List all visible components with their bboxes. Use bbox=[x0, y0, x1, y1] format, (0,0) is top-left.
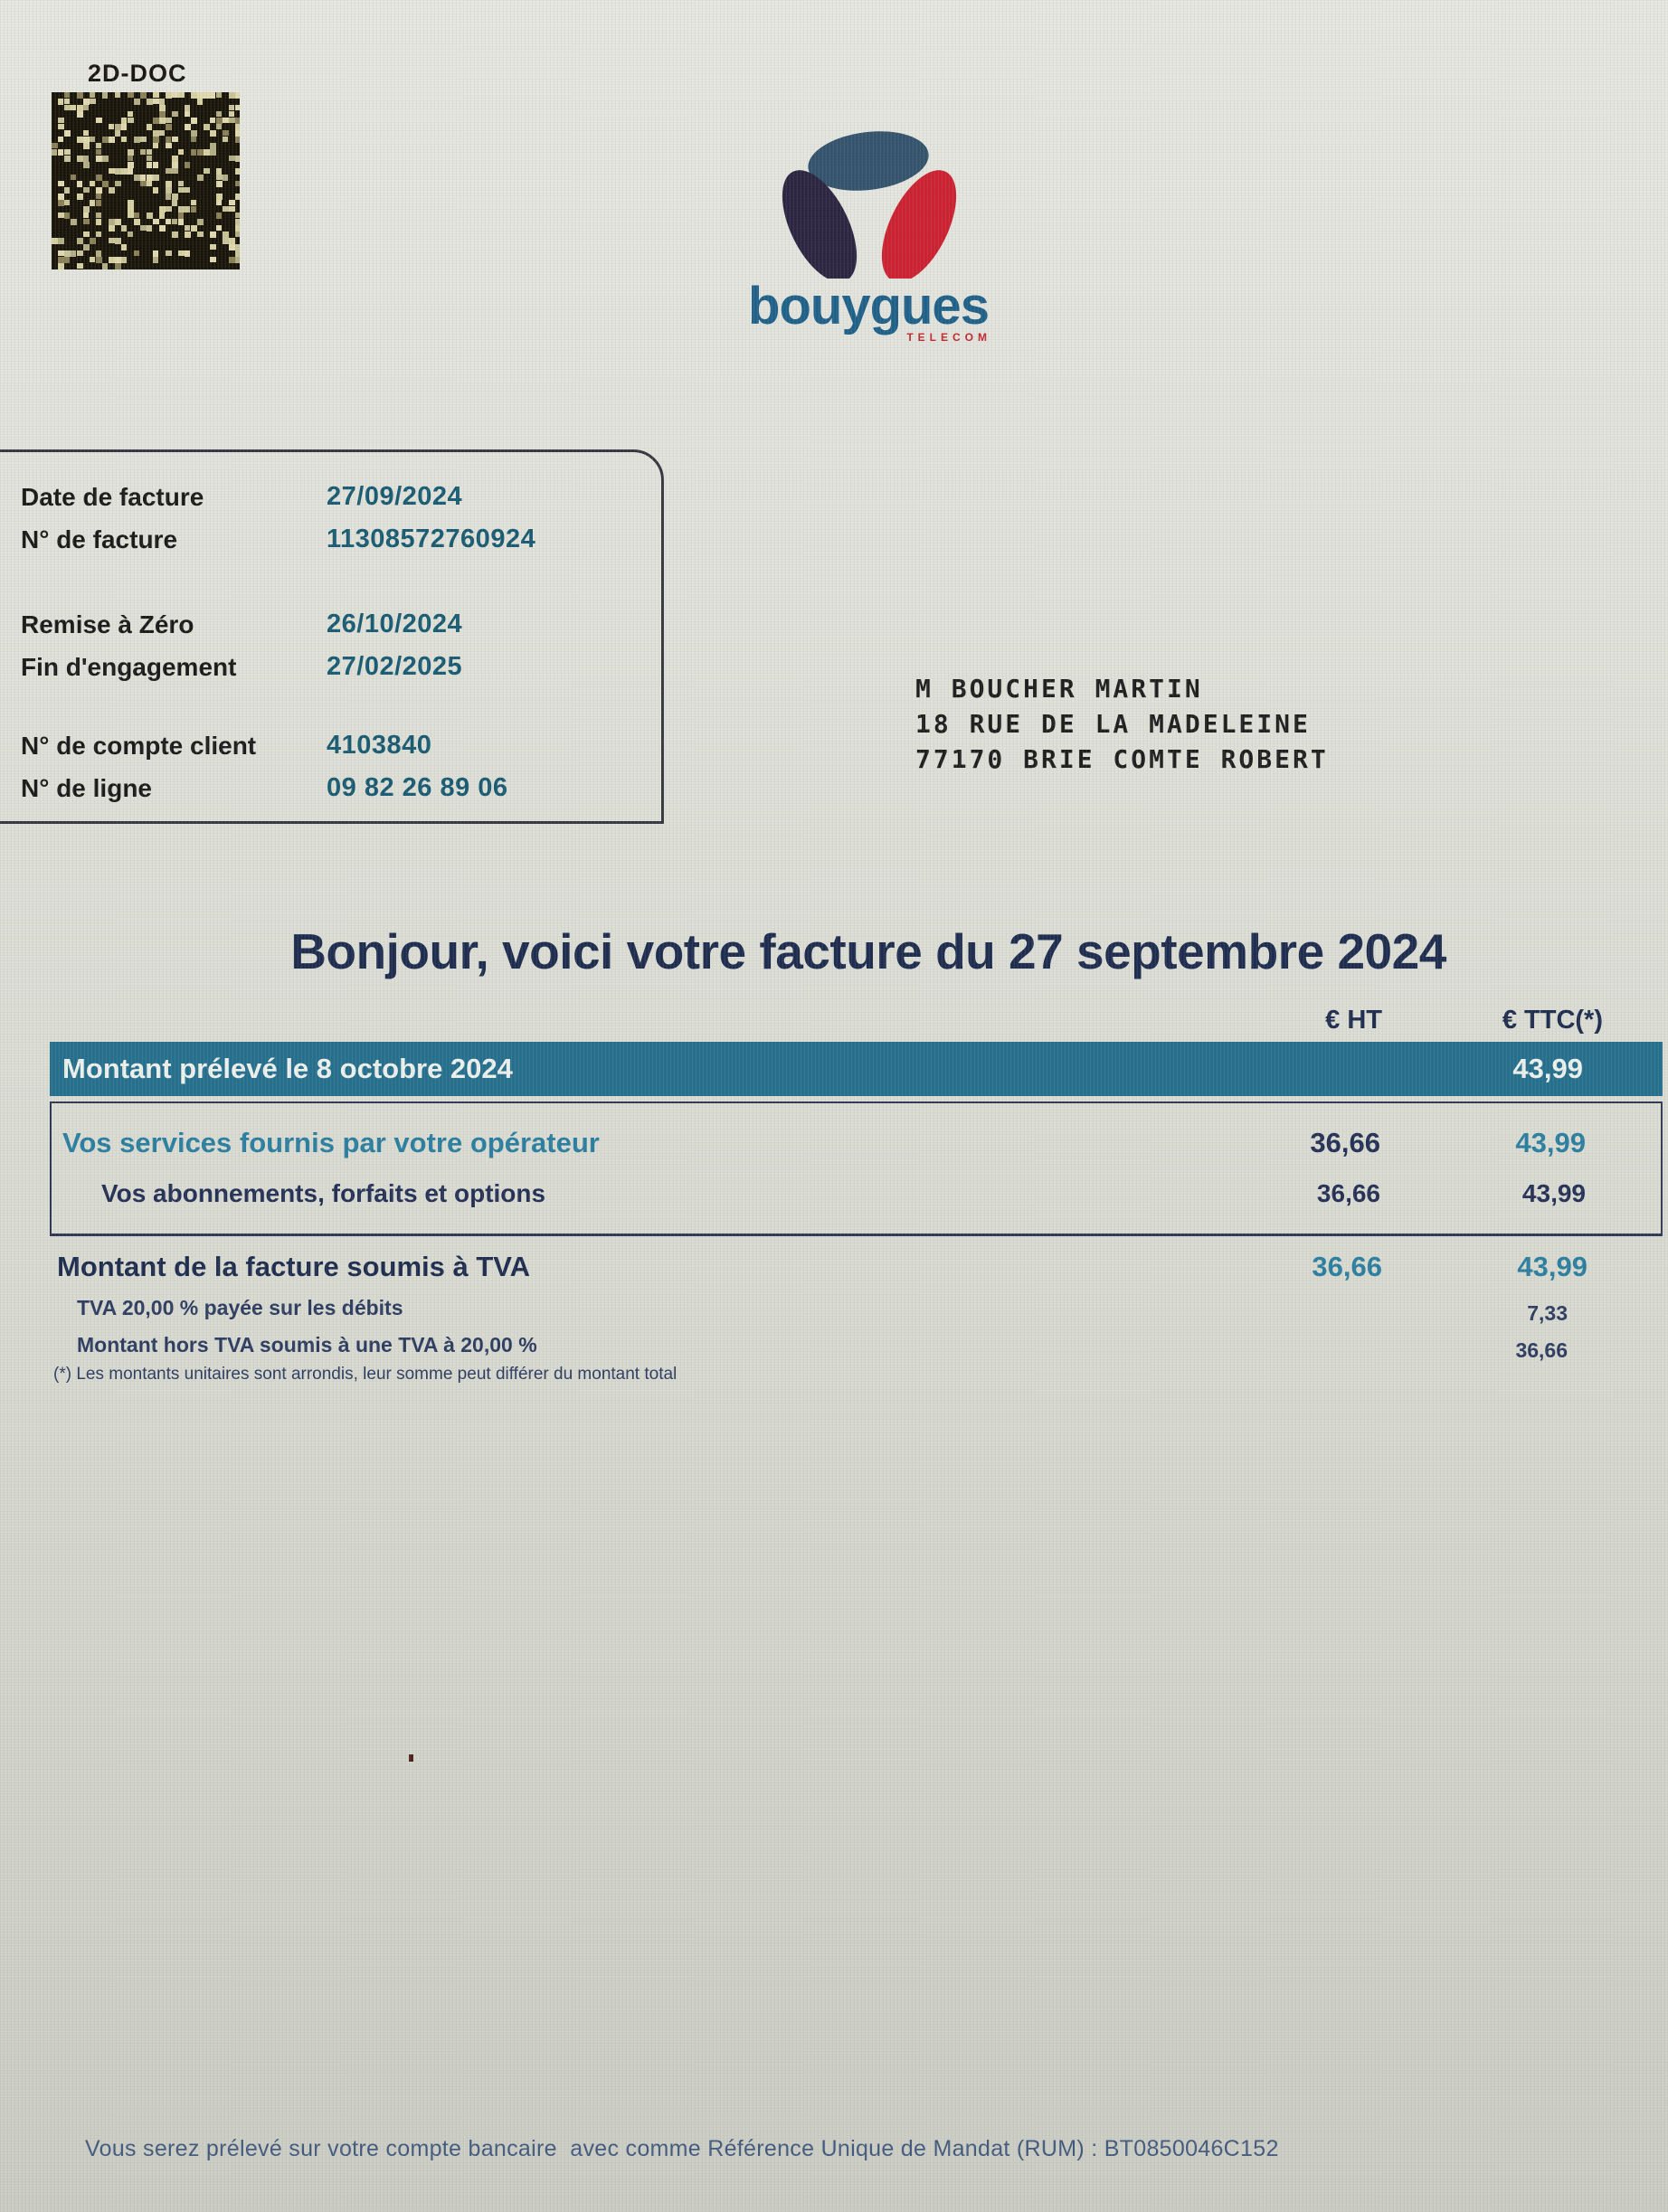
column-header-ht: € HT bbox=[1325, 1005, 1382, 1035]
table-row-subscriptions: Vos abonnements, forfaits et options 36,… bbox=[52, 1179, 1661, 1208]
row-ttc-value: 43,99 bbox=[1521, 1179, 1586, 1207]
detail-value: 27/02/2025 bbox=[327, 652, 463, 681]
invoice-detail-row: N° de ligne 09 82 26 89 06 bbox=[0, 767, 661, 809]
row-ttc-value: 43,99 bbox=[1517, 1251, 1587, 1282]
logo-subbrand: TELECOM bbox=[906, 331, 991, 344]
invoice-detail-row: Date de facture 27/09/2024 bbox=[0, 476, 661, 518]
page-title: Bonjour, voici votre facture du 27 septe… bbox=[290, 923, 1446, 979]
detail-label: Fin d'engagement bbox=[21, 652, 237, 681]
detail-label: Date de facture bbox=[21, 482, 204, 511]
table-header-row: € HT € TTC(*) bbox=[50, 1000, 1663, 1040]
invoice-detail-row: N° de facture 11308572760924 bbox=[0, 518, 661, 561]
banner-label: Montant prélevé le 8 octobre 2024 bbox=[62, 1053, 513, 1084]
invoice-detail-row: Remise à Zéro 26/10/2024 bbox=[0, 603, 661, 646]
table-footnote: (*) Les montants unitaires sont arrondis… bbox=[53, 1365, 678, 1384]
detail-value: 11308572760924 bbox=[327, 525, 536, 553]
detail-value: 4103840 bbox=[327, 731, 432, 760]
row-label: Vos services fournis par votre opérateur bbox=[62, 1127, 600, 1158]
detail-value: 27/09/2024 bbox=[327, 482, 463, 511]
invoice-detail-row: Fin d'engagement 27/02/2025 bbox=[0, 646, 661, 688]
logo-ellipses-icon bbox=[782, 131, 957, 282]
amount-debited-banner: Montant prélevé le 8 octobre 2024 43,99 bbox=[50, 1042, 1663, 1096]
bouygues-telecom-logo: bouygues TELECOM bbox=[740, 125, 997, 344]
detail-value: 09 82 26 89 06 bbox=[327, 773, 508, 802]
detail-label: N° de compte client bbox=[21, 731, 257, 760]
table-row-tva-paid: TVA 20,00 % payée sur les débits 7,33 bbox=[50, 1296, 1663, 1325]
invoice-detail-row: N° de compte client 4103840 bbox=[0, 724, 661, 767]
recipient-line: 18 RUE DE LA MADELEINE bbox=[915, 709, 1311, 739]
row-label: Vos abonnements, forfaits et options bbox=[101, 1179, 546, 1207]
mandate-footer-text: Vous serez prélevé sur votre compte banc… bbox=[85, 2136, 1279, 2161]
detail-label: N° de facture bbox=[21, 525, 178, 553]
row-label: TVA 20,00 % payée sur les débits bbox=[77, 1296, 403, 1319]
row-ht-value: 36,66 bbox=[1316, 1179, 1380, 1207]
column-header-ttc: € TTC(*) bbox=[1502, 1005, 1603, 1035]
row-ttc-value: 36,66 bbox=[1515, 1338, 1568, 1362]
banner-ttc-value: 43,99 bbox=[1512, 1053, 1583, 1084]
invoice-table: € HT € TTC(*) Montant prélevé le 8 octob… bbox=[50, 1000, 1663, 1385]
logo-wordmark: bouygues TELECOM bbox=[748, 277, 991, 344]
2d-doc-label: 2D-DOC bbox=[88, 60, 187, 87]
row-label: Montant de la facture soumis à TVA bbox=[57, 1251, 531, 1282]
invoice-details-box: Date de facture 27/09/2024 N° de facture… bbox=[0, 449, 664, 824]
row-ht-value: 36,66 bbox=[1312, 1251, 1382, 1282]
recipient-line: M BOUCHER MARTIN bbox=[915, 674, 1203, 704]
detail-label: Remise à Zéro bbox=[21, 610, 194, 638]
table-row-tva-total: Montant de la facture soumis à TVA 36,66… bbox=[50, 1251, 1663, 1283]
row-ht-value: 36,66 bbox=[1310, 1127, 1380, 1158]
recipient-line: 77170 BRIE COMTE ROBERT bbox=[915, 744, 1329, 774]
photo-artifact-speck bbox=[409, 1754, 413, 1762]
row-label: Montant hors TVA soumis à une TVA à 20,0… bbox=[77, 1333, 537, 1357]
detail-label: N° de ligne bbox=[21, 773, 152, 802]
detail-value: 26/10/2024 bbox=[327, 610, 463, 638]
table-row-ht-base: Montant hors TVA soumis à une TVA à 20,0… bbox=[50, 1333, 1663, 1362]
table-row-services: Vos services fournis par votre opérateur… bbox=[52, 1127, 1661, 1159]
row-ttc-value: 43,99 bbox=[1515, 1127, 1586, 1158]
recipient-address: M BOUCHER MARTIN 18 RUE DE LA MADELEINE … bbox=[915, 671, 1329, 777]
row-ttc-value: 7,33 bbox=[1527, 1301, 1568, 1325]
services-box: Vos services fournis par votre opérateur… bbox=[50, 1101, 1663, 1236]
datamatrix-barcode-icon bbox=[52, 92, 242, 271]
